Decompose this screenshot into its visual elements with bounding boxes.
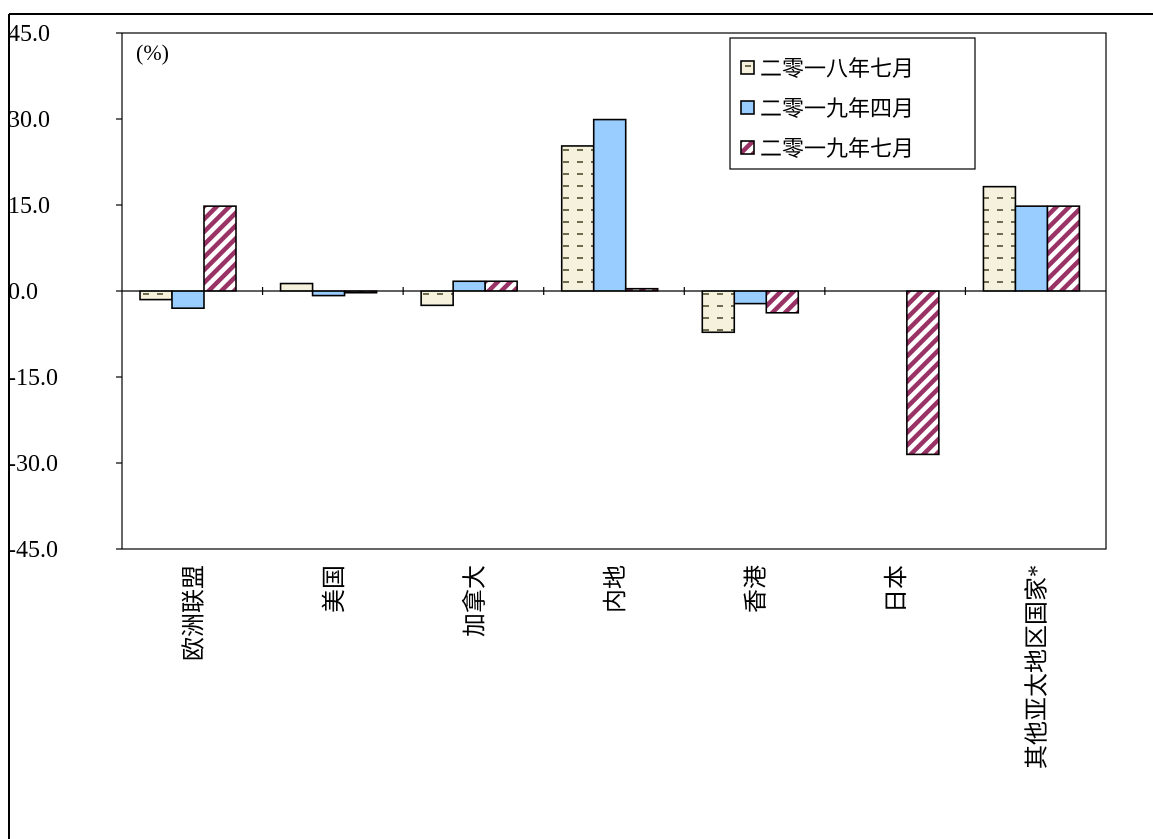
bar-2-5 (733, 290, 768, 305)
y-tick-label: 45.0 (8, 21, 50, 47)
legend-label-2: 二零一九年四月 (760, 96, 914, 121)
bar-1-7 (982, 185, 1017, 292)
x-axis-labels: 欧洲联盟 美国 加拿大 内地 香港 日本 其他亚太地区国家* (180, 565, 1050, 769)
bar-3-7 (1046, 205, 1081, 292)
x-category-label: 内地 (602, 565, 629, 613)
unit-label: (%) (136, 40, 169, 65)
legend-swatch-3 (740, 140, 755, 155)
bar-3-6 (906, 290, 940, 456)
bar-2-3 (452, 280, 486, 292)
bar-1-5 (701, 290, 736, 334)
bar-3-5 (765, 290, 800, 314)
bar-2-4 (592, 118, 627, 292)
x-category-label: 欧洲联盟 (180, 565, 207, 661)
x-axis-ticks (261, 287, 967, 295)
y-axis-ticks: 45.0 30.0 15.0 0.0 -15.0 -30.0 -45.0 (8, 21, 122, 563)
x-category-label: 其他亚太地区国家* (1024, 565, 1051, 769)
y-tick-label: -15.0 (8, 365, 58, 391)
legend-swatch-2 (740, 100, 755, 115)
x-category-label: 美国 (321, 565, 348, 613)
bar-3-1 (203, 205, 237, 292)
bar-1-3 (420, 290, 454, 307)
bar-1-1 (139, 290, 173, 301)
y-tick-label: -45.0 (8, 537, 58, 563)
x-category-label: 加拿大 (461, 565, 488, 637)
bar-3-3 (484, 280, 518, 292)
legend-label-3: 二零一九年七月 (760, 136, 914, 161)
bar-2-7 (1014, 205, 1049, 292)
y-tick-label: 0.0 (8, 279, 38, 305)
legend-label-1: 二零一八年七月 (760, 56, 914, 81)
bars-layer (139, 118, 1081, 456)
legend-box (729, 37, 976, 170)
x-category-label: 香港 (743, 565, 770, 613)
y-tick-label: -30.0 (8, 451, 58, 477)
legend-swatch-1 (740, 60, 755, 75)
y-tick-label: 15.0 (8, 193, 50, 219)
y-tick-label: 30.0 (8, 107, 50, 133)
bar-2-2 (311, 290, 346, 297)
bar-2-1 (171, 290, 205, 310)
bar-1-2 (279, 282, 314, 292)
bar-1-4 (560, 145, 595, 292)
x-category-label: 日本 (883, 565, 910, 613)
